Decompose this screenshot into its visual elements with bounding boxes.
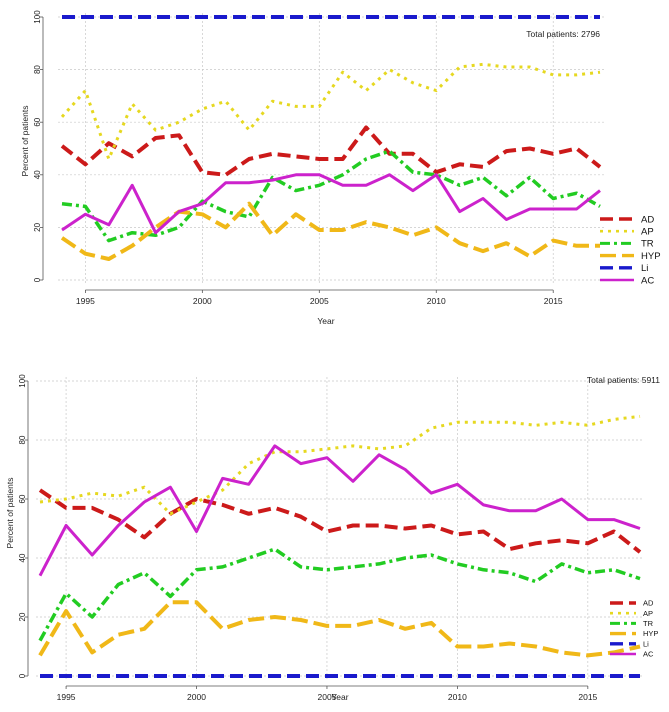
- bottom-chart-legend-label-ad: AD: [643, 599, 654, 608]
- top-chart-x-tick-label: 2000: [193, 296, 212, 306]
- bottom-chart-legend-label-li: Li: [643, 639, 649, 648]
- top-chart-y-tick-label: 60: [33, 117, 42, 126]
- top-chart-y-label: Percent of patients: [20, 106, 30, 177]
- bottom-chart-series: [38, 414, 642, 678]
- top-chart-series-ad: [60, 125, 602, 177]
- bottom-chart-legend-label-hyp: HYP: [643, 629, 658, 638]
- top-chart: 0 20 40 60 80 100 1995 2000 2005 2010 2015 Total …: [20, 10, 661, 326]
- top-chart-series-ac: [61, 173, 601, 235]
- top-chart-y-tick-label: 20: [33, 222, 42, 231]
- bottom-chart-x-label: Year: [331, 692, 348, 702]
- bottom-chart-x-tick-label: 1995: [57, 692, 76, 702]
- top-chart-legend-label-li: Li: [641, 263, 648, 274]
- top-chart-y-tick-label: 80: [33, 65, 42, 74]
- top-chart-x-label: Year: [317, 316, 334, 326]
- top-chart-x-ticks: 1995 2000 2005 2010 2015: [76, 290, 563, 306]
- bottom-chart-x-tick-label: 2010: [448, 692, 467, 702]
- top-chart-legend-label-ad: AD: [641, 214, 654, 225]
- top-chart-series-tr: [61, 149, 601, 243]
- bottom-chart-series-hyp: [38, 600, 641, 658]
- bottom-chart-y-tick-label: 20: [18, 612, 27, 621]
- top-chart-legend-label-tr: TR: [641, 239, 654, 250]
- top-chart-x-tick-label: 2015: [544, 296, 563, 306]
- bottom-chart-series-ad: [38, 488, 642, 554]
- top-chart-total-patients: Total patients: 2796: [526, 29, 600, 39]
- bottom-chart-legend-label-ac: AC: [643, 650, 654, 659]
- bottom-chart-y-ticks: 0 20 40 60 80 100: [18, 374, 28, 678]
- bottom-chart-legend-label-ap: AP: [643, 609, 653, 618]
- bottom-chart-series-ac: [38, 444, 641, 577]
- bottom-chart-y-label: Percent of patients: [5, 478, 15, 549]
- bottom-chart-y-tick-label: 100: [18, 374, 27, 388]
- top-chart-x-tick-label: 1995: [76, 296, 95, 306]
- top-chart-y-ticks: 0 20 40 60 80 100: [33, 10, 43, 282]
- top-chart-series-hyp: [60, 201, 600, 261]
- bottom-chart-total-patients: Total patients: 5911: [587, 375, 660, 385]
- top-chart-y-tick-label: 0: [33, 277, 42, 282]
- bottom-chart-x-tick-label: 2015: [578, 692, 597, 702]
- bottom-chart-y-tick-label: 0: [18, 673, 27, 678]
- top-chart-legend-label-hyp: HYP: [641, 251, 661, 262]
- bottom-chart-y-tick-label: 60: [18, 494, 27, 503]
- top-chart-series: [60, 15, 602, 261]
- bottom-chart: 0 20 40 60 80 100 1995 2000 2005 2010 2015 Total …: [5, 374, 660, 702]
- bottom-chart-legend-label-tr: TR: [643, 619, 654, 628]
- top-chart-x-tick-label: 2005: [310, 296, 329, 306]
- bottom-chart-x-tick-label: 2005: [317, 692, 336, 702]
- bottom-chart-x-tick-label: 2000: [187, 692, 206, 702]
- bottom-chart-x-ticks: 1995 2000 2005 2010 2015: [57, 686, 598, 702]
- top-chart-y-tick-label: 40: [33, 170, 42, 179]
- top-chart-x-tick-label: 2010: [427, 296, 446, 306]
- bottom-chart-y-tick-label: 40: [18, 553, 27, 562]
- bottom-chart-series-tr: [38, 547, 641, 642]
- top-chart-legend-label-ap: AP: [641, 227, 654, 238]
- bottom-chart-y-tick-label: 80: [18, 435, 27, 444]
- top-chart-legend-label-ac: AC: [641, 275, 654, 286]
- top-chart-y-tick-label: 100: [33, 10, 42, 24]
